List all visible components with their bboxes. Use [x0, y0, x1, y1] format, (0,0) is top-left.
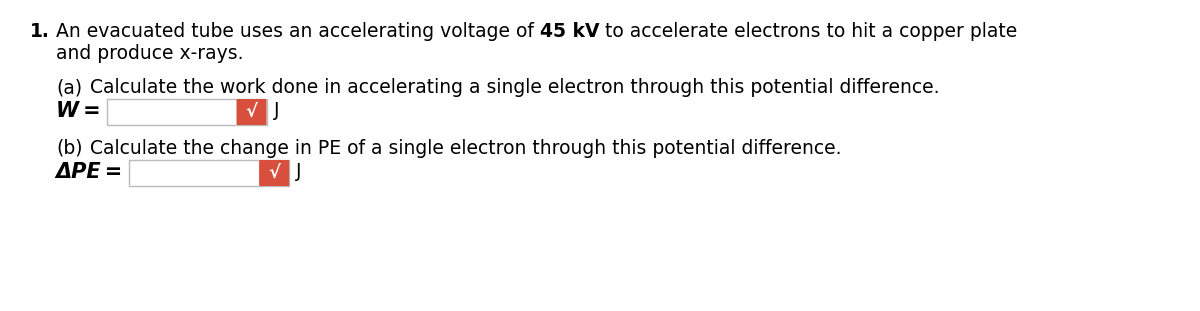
Text: Calculate the change in PE of a single electron through this potential differenc: Calculate the change in PE of a single e… [90, 139, 842, 158]
FancyBboxPatch shape [259, 160, 289, 186]
Text: (b): (b) [56, 139, 83, 158]
Text: J: J [274, 101, 278, 120]
Text: (a): (a) [56, 78, 82, 97]
Text: √: √ [246, 103, 258, 121]
Text: and produce x-rays.: and produce x-rays. [56, 44, 244, 63]
Text: An evacuated tube uses an accelerating voltage of: An evacuated tube uses an accelerating v… [56, 22, 540, 41]
Text: W =: W = [56, 101, 101, 121]
Text: 45 kV: 45 kV [540, 22, 599, 41]
FancyBboxPatch shape [130, 160, 289, 186]
Text: J: J [296, 162, 301, 181]
FancyBboxPatch shape [236, 99, 266, 125]
Text: to accelerate electrons to hit a copper plate: to accelerate electrons to hit a copper … [599, 22, 1018, 41]
Text: √: √ [268, 164, 280, 182]
Text: ΔPE =: ΔPE = [56, 162, 124, 182]
FancyBboxPatch shape [107, 99, 266, 125]
Text: Calculate the work done in accelerating a single electron through this potential: Calculate the work done in accelerating … [90, 78, 940, 97]
Text: 1.: 1. [30, 22, 50, 41]
